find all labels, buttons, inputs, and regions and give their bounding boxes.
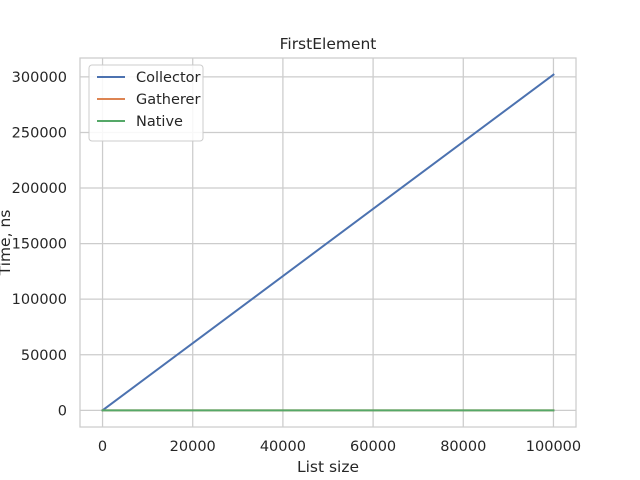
legend-label-native: Native: [136, 114, 183, 130]
chart-title: FirstElement: [280, 35, 377, 53]
legend-label-gatherer: Gatherer: [136, 92, 200, 108]
y-tick-label: 250000: [12, 125, 67, 141]
x-tick-label: 40000: [260, 439, 306, 455]
x-tick-label: 60000: [350, 439, 396, 455]
y-axis-label: Time, ns: [0, 210, 14, 277]
plot-frame: [79, 57, 577, 428]
series-line-collector: [101, 73, 555, 412]
x-tick-label: 80000: [440, 439, 486, 455]
y-tick-labels: 0 50000 100000 150000 200000 250000 300000: [12, 70, 67, 419]
x-tick-labels: 0 20000 40000 60000 80000 100000: [98, 439, 581, 455]
y-tick-label: 100000: [12, 292, 67, 308]
x-tick-label: 20000: [170, 439, 216, 455]
x-tick-label: 100000: [526, 439, 581, 455]
legend: Collector Gatherer Native: [88, 64, 204, 142]
x-axis-label: List size: [297, 458, 359, 476]
y-tick-label: 50000: [21, 348, 67, 364]
y-tick-label: 300000: [12, 70, 67, 86]
y-tick-label: 0: [58, 403, 67, 419]
y-tick-label: 150000: [12, 237, 67, 253]
x-tick-label: 0: [98, 439, 107, 455]
legend-label-collector: Collector: [136, 70, 201, 86]
series-lines: [101, 73, 555, 412]
y-tick-label: 200000: [12, 181, 67, 197]
